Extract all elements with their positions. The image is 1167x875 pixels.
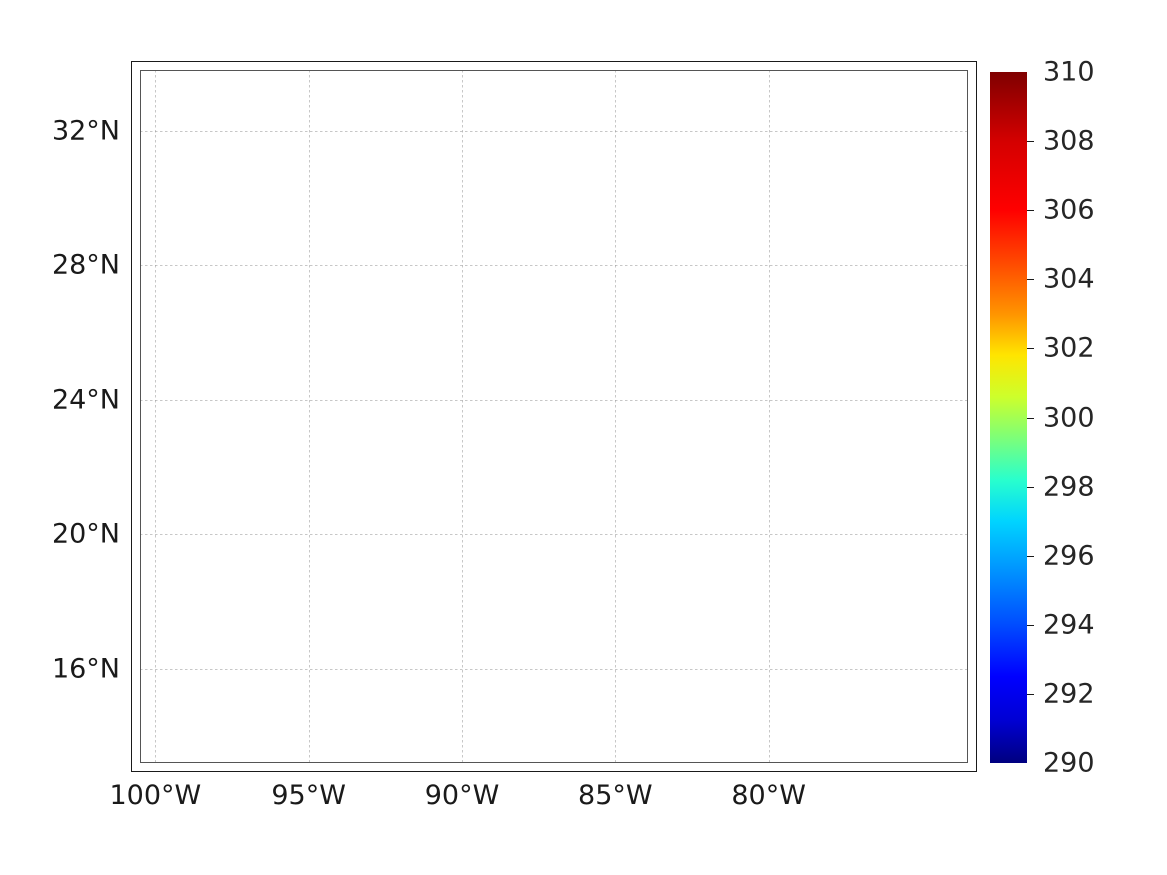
colorbar-tick-label: 294 bbox=[1043, 609, 1095, 641]
colorbar-tick bbox=[1027, 624, 1034, 626]
map-data-area bbox=[140, 70, 968, 763]
gridline-lon bbox=[308, 70, 310, 763]
map-axes: 32°N 28°N 24°N 20°N 16°N 100°W 95°W 90°W 85°W 80… bbox=[52, 61, 977, 811]
latitude-tick-label: 20°N bbox=[51, 518, 120, 550]
gridline-lat bbox=[140, 534, 968, 536]
gridline-lat bbox=[140, 265, 968, 267]
latitude-tick-label: 24°N bbox=[51, 384, 120, 416]
gridline-lon bbox=[155, 70, 157, 763]
latitude-tick-label: 32°N bbox=[51, 115, 120, 147]
colorbar-tick bbox=[1027, 141, 1034, 143]
gridline-lat bbox=[140, 668, 968, 670]
colorbar-tick bbox=[1027, 486, 1034, 488]
gridline-lon bbox=[462, 70, 463, 763]
latitude-tick-label: 28°N bbox=[51, 249, 120, 281]
colorbar-tick-label: 290 bbox=[1043, 747, 1095, 779]
colorbar-tick-label: 300 bbox=[1043, 402, 1095, 433]
colorbar-tick-label: 296 bbox=[1043, 540, 1095, 572]
colorbar: 310 308 306 304 302 300 298 296 294 292 290 bbox=[990, 57, 1095, 779]
gridline-lat bbox=[140, 399, 968, 401]
longitude-tick-label: 90°W bbox=[424, 780, 500, 811]
longitude-tick-label: 80°W bbox=[731, 780, 806, 811]
latitude-tick-label: 16°N bbox=[51, 653, 120, 685]
longitude-tick-label: 85°W bbox=[578, 780, 653, 811]
colorbar-tick-label: 310 bbox=[1043, 56, 1095, 88]
colorbar-gradient bbox=[990, 72, 1027, 763]
colorbar-tick bbox=[1027, 210, 1034, 212]
gridline-lon bbox=[615, 70, 617, 763]
colorbar-tick bbox=[1027, 693, 1034, 695]
sst-heatmap-layer bbox=[140, 70, 968, 763]
colorbar-tick-label: 308 bbox=[1043, 125, 1095, 157]
gridline-lon bbox=[768, 70, 770, 763]
colorbar-tick bbox=[1027, 555, 1034, 557]
colorbar-tick bbox=[1027, 417, 1034, 419]
colorbar-tick bbox=[1027, 348, 1034, 350]
colorbar-tick-label: 298 bbox=[1043, 471, 1095, 503]
gridline-lat bbox=[140, 130, 968, 132]
longitude-tick-label: 100°W bbox=[109, 780, 202, 811]
colorbar-tick-label: 304 bbox=[1043, 263, 1095, 295]
colorbar-tick-label: 306 bbox=[1043, 194, 1095, 226]
colorbar-tick-label: 292 bbox=[1043, 678, 1095, 710]
longitude-tick-label: 95°W bbox=[271, 780, 346, 811]
colorbar-tick-label: 302 bbox=[1043, 332, 1095, 364]
coastline-layer bbox=[140, 70, 968, 763]
colorbar-tick bbox=[1027, 279, 1034, 281]
